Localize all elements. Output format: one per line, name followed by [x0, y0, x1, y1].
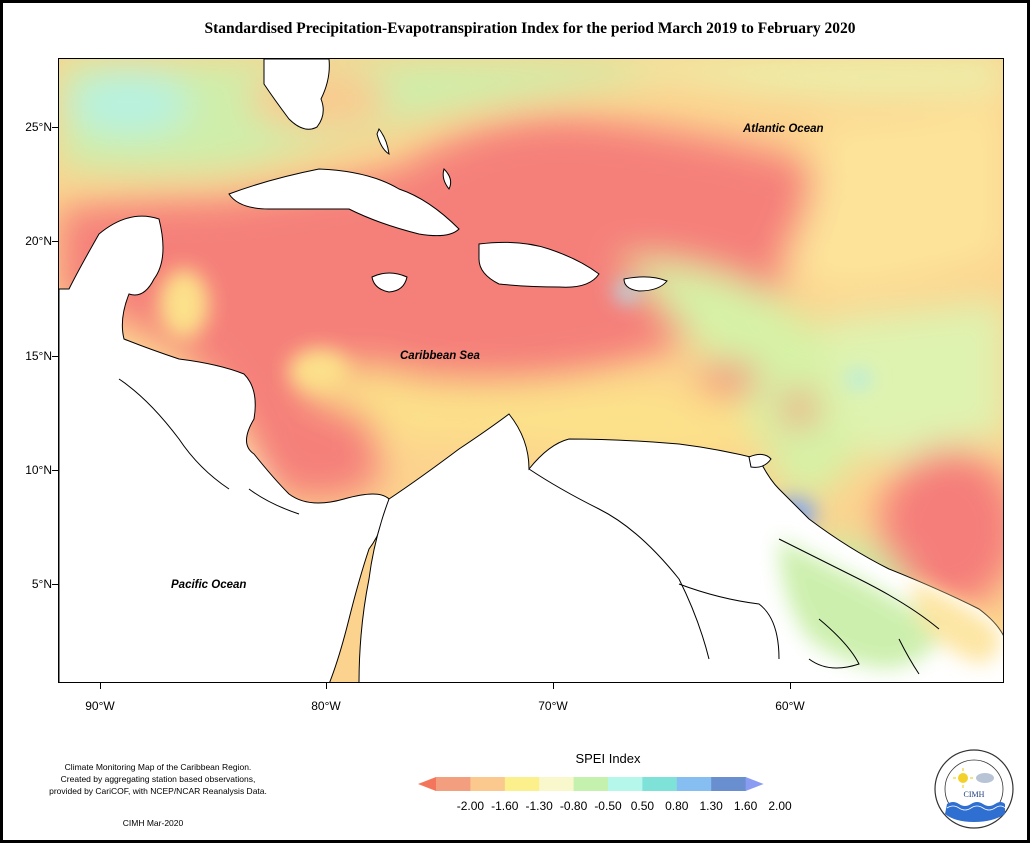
lat-label-25: 25°N: [25, 120, 52, 134]
credit-line-1: Climate Monitoring Map of the Caribbean …: [64, 762, 252, 772]
lon-tick-60: [790, 683, 791, 689]
lon-label-70: 70°W: [538, 699, 568, 713]
credit-date: CIMH Mar-2020: [122, 818, 184, 828]
logo-text: CIMH: [964, 790, 985, 799]
lon-tick-90: [100, 683, 101, 689]
legend-cell: [711, 777, 747, 791]
legend-cell: [436, 777, 471, 791]
legend-tick-label: 2.00: [768, 799, 792, 813]
legend-title: SPEI Index: [575, 751, 641, 766]
legend-cell: [676, 777, 712, 791]
legend-cell: [642, 777, 678, 791]
legend-arrow-low: [418, 777, 436, 791]
lat-label-20: 20°N: [25, 234, 52, 248]
legend-tick-label: -0.50: [594, 799, 622, 813]
legend-colorbar: [418, 777, 764, 791]
spei-map: [59, 59, 1003, 682]
legend-arrow-high: [745, 777, 764, 791]
credit-line-2: Created by aggregating station based obs…: [60, 774, 256, 784]
lat-tick-15: [52, 356, 58, 357]
map-title: Standardised Precipitation-Evapotranspir…: [204, 20, 856, 37]
label-caribbean-sea: Caribbean Sea: [400, 350, 480, 362]
map-panel: [58, 58, 1004, 683]
credits-block: Climate Monitoring Map of the Caribbean …: [23, 761, 293, 797]
spei-field: [59, 59, 1003, 682]
lon-tick-80: [326, 683, 327, 689]
legend-tick-label: -1.60: [491, 799, 519, 813]
legend-cell: [573, 777, 609, 791]
cimh-logo: CIMH: [934, 749, 1014, 829]
lon-label-80: 80°W: [311, 699, 341, 713]
lon-tick-70: [553, 683, 554, 689]
label-atlantic-ocean: Atlantic Ocean: [743, 123, 824, 135]
legend-tick-label: 0.80: [665, 799, 689, 813]
legend-cell: [504, 777, 540, 791]
lat-label-10: 10°N: [25, 463, 52, 477]
legend-tick-label: 1.60: [733, 799, 758, 813]
legend-tick-label: -0.80: [559, 799, 588, 813]
credit-line-3: provided by CariCOF, with NCEP/NCAR Rean…: [49, 786, 267, 796]
legend-cell: [539, 777, 575, 791]
legend-tick-label: 0.50: [630, 799, 655, 813]
legend-cell: [608, 777, 643, 791]
legend-cell: [470, 777, 506, 791]
label-pacific-ocean: Pacific Ocean: [171, 579, 247, 591]
legend-tick-label: -2.00: [456, 799, 485, 813]
lat-tick-10: [52, 470, 58, 471]
legend-tick-label: 1.30: [699, 799, 723, 813]
lon-label-60: 60°W: [775, 699, 805, 713]
lat-tick-20: [52, 241, 58, 242]
legend-tick-label: -1.30: [525, 799, 553, 813]
lon-label-90: 90°W: [85, 699, 115, 713]
lat-tick-25: [52, 127, 58, 128]
lat-tick-5: [52, 584, 58, 585]
lat-label-5: 5°N: [31, 577, 52, 591]
lat-label-15: 15°N: [25, 349, 52, 363]
